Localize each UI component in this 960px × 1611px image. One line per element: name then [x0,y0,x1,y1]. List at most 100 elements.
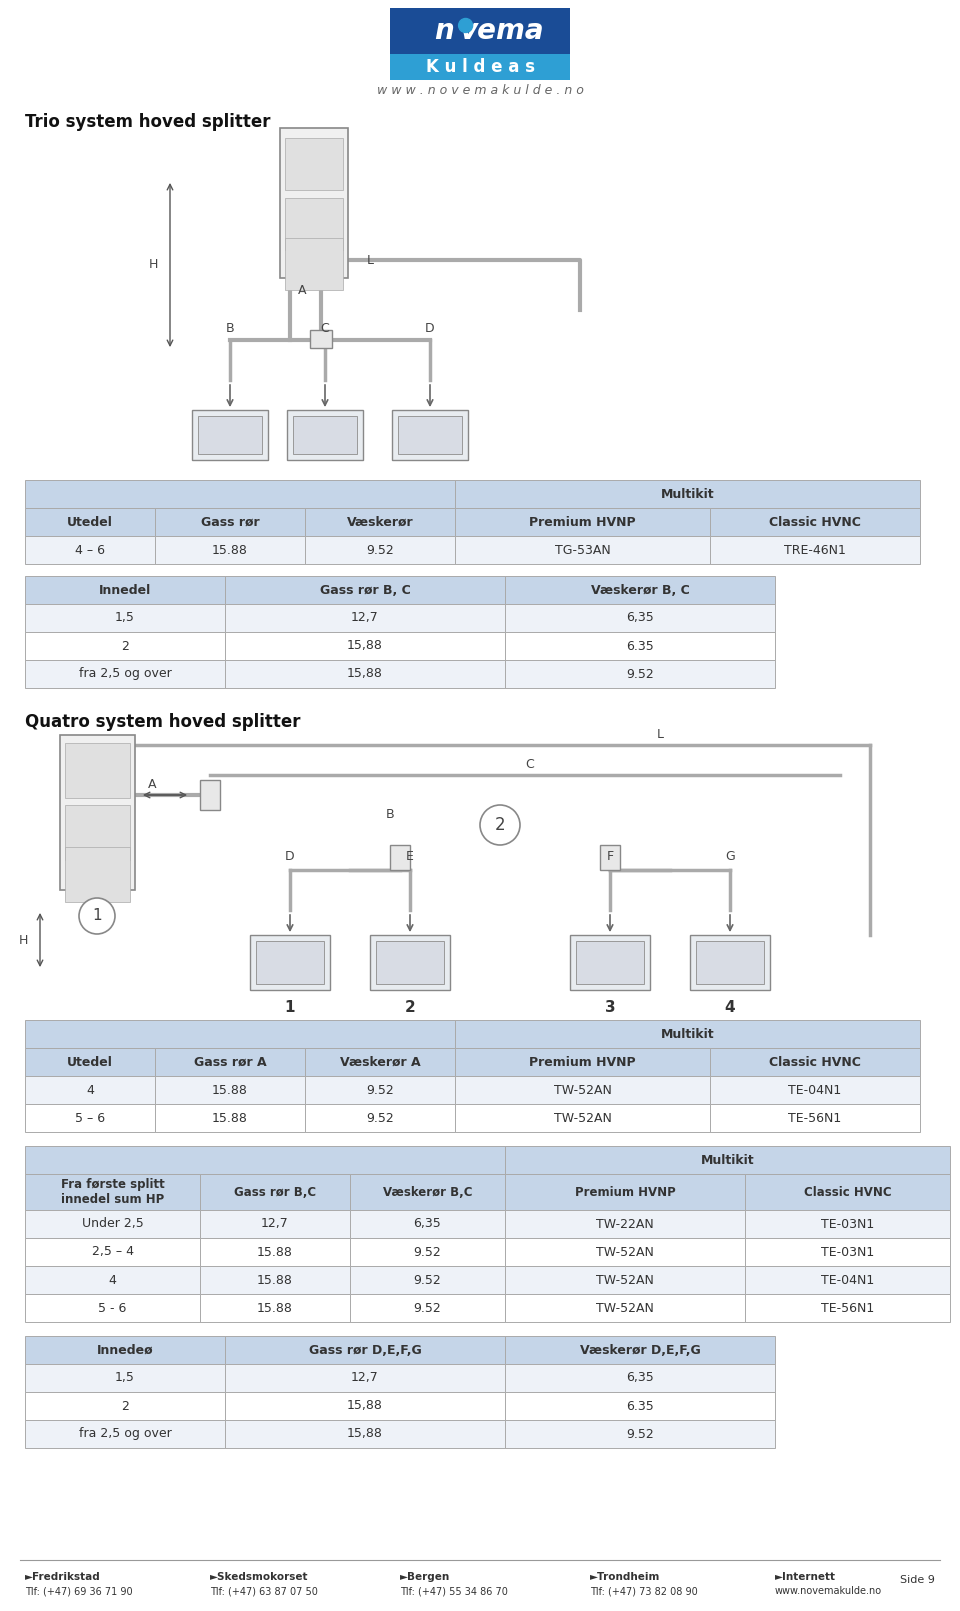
Text: TW-22AN: TW-22AN [596,1218,654,1231]
Bar [455,1076,710,1104]
Bar [155,1104,305,1133]
Text: 3: 3 [605,1000,615,1015]
Circle shape [480,806,520,846]
Bar [225,1392,505,1419]
Bar [710,1076,920,1104]
Bar [745,1266,950,1294]
Text: 9.52: 9.52 [366,543,394,556]
Text: 6,35: 6,35 [626,612,654,625]
Text: fra 2,5 og over: fra 2,5 og over [79,1427,172,1440]
Bar [390,8,570,55]
Text: 15,88: 15,88 [348,667,383,680]
Text: A: A [298,284,306,296]
Text: H: H [18,933,28,947]
Bar [155,507,305,536]
Text: 12,7: 12,7 [351,612,379,625]
Text: 2,5 – 4: 2,5 – 4 [91,1245,133,1258]
Text: Utedel: Utedel [67,1055,113,1068]
Text: 1: 1 [285,1000,296,1015]
Bar [745,1294,950,1323]
Text: TE-04N1: TE-04N1 [788,1084,842,1097]
Text: 2: 2 [121,640,129,652]
Text: Fra første splitt
innedel sum HP: Fra første splitt innedel sum HP [60,1178,164,1207]
Bar [505,1392,775,1419]
Bar [505,1294,745,1323]
Bar [505,1174,745,1210]
Text: Gass rør B, C: Gass rør B, C [320,583,410,596]
Text: ►Trondheim: ►Trondheim [590,1572,660,1582]
Bar [390,55,570,81]
Bar [25,1049,155,1076]
Bar [505,1210,745,1237]
Bar [25,536,155,564]
Bar [285,198,343,250]
Text: 4: 4 [725,1000,735,1015]
Text: ►Fredrikstad: ►Fredrikstad [25,1572,101,1582]
Text: 5 - 6: 5 - 6 [98,1302,127,1315]
Text: ►Bergen: ►Bergen [400,1572,450,1582]
Text: E: E [406,851,414,863]
Text: 6.35: 6.35 [626,1400,654,1413]
Bar [505,1365,775,1392]
Bar [25,632,225,661]
Text: 9.52: 9.52 [366,1084,394,1097]
Bar [710,1104,920,1133]
Bar [225,1365,505,1392]
Text: Væskerør A: Væskerør A [340,1055,420,1068]
Bar [25,1174,200,1210]
Text: Multikit: Multikit [701,1153,755,1166]
Circle shape [79,897,115,934]
Circle shape [459,18,472,32]
Bar [25,1104,155,1133]
Bar [370,934,450,991]
Text: Tlf: (+47) 55 34 86 70: Tlf: (+47) 55 34 86 70 [400,1585,508,1597]
Text: 15.88: 15.88 [257,1302,293,1315]
Text: Gass rør D,E,F,G: Gass rør D,E,F,G [308,1344,421,1356]
Bar [225,632,505,661]
Text: 4: 4 [108,1274,116,1287]
Text: C: C [321,322,329,335]
Bar [455,1020,920,1049]
Bar [310,330,332,348]
Bar [398,416,462,454]
Bar [192,411,268,461]
Bar [25,604,225,632]
Bar [505,1336,775,1365]
Text: Premium HVNP: Premium HVNP [529,1055,636,1068]
Bar [25,1145,505,1174]
Bar [710,507,920,536]
Text: 15.88: 15.88 [212,1112,248,1124]
Text: Premium HVNP: Premium HVNP [575,1186,676,1199]
Bar [505,632,775,661]
Text: 9.52: 9.52 [366,1112,394,1124]
Text: L: L [657,728,663,741]
Bar [225,1336,505,1365]
Bar [200,1266,350,1294]
Bar [25,507,155,536]
Text: TE-56N1: TE-56N1 [788,1112,842,1124]
Text: Gass rør A: Gass rør A [194,1055,266,1068]
Bar [505,1419,775,1448]
Text: Tlf: (+47) 73 82 08 90: Tlf: (+47) 73 82 08 90 [590,1585,698,1597]
Bar [198,416,262,454]
Text: TE-03N1: TE-03N1 [821,1218,875,1231]
Text: B: B [226,322,234,335]
Bar [305,536,455,564]
Text: F: F [607,851,613,863]
Bar [25,1020,455,1049]
Text: 4: 4 [86,1084,94,1097]
Bar [376,941,444,984]
Bar [505,604,775,632]
Bar [60,735,135,889]
Text: 2: 2 [494,817,505,834]
Bar [25,577,225,604]
Text: Classic HVNC: Classic HVNC [769,516,861,528]
Text: Side 9: Side 9 [900,1576,935,1585]
Bar [280,127,348,279]
Bar [250,934,330,991]
Text: 15.88: 15.88 [212,543,248,556]
Text: 15.88: 15.88 [257,1245,293,1258]
Bar [25,1365,225,1392]
Text: Innedeø: Innedeø [97,1344,154,1356]
Text: D: D [425,322,435,335]
